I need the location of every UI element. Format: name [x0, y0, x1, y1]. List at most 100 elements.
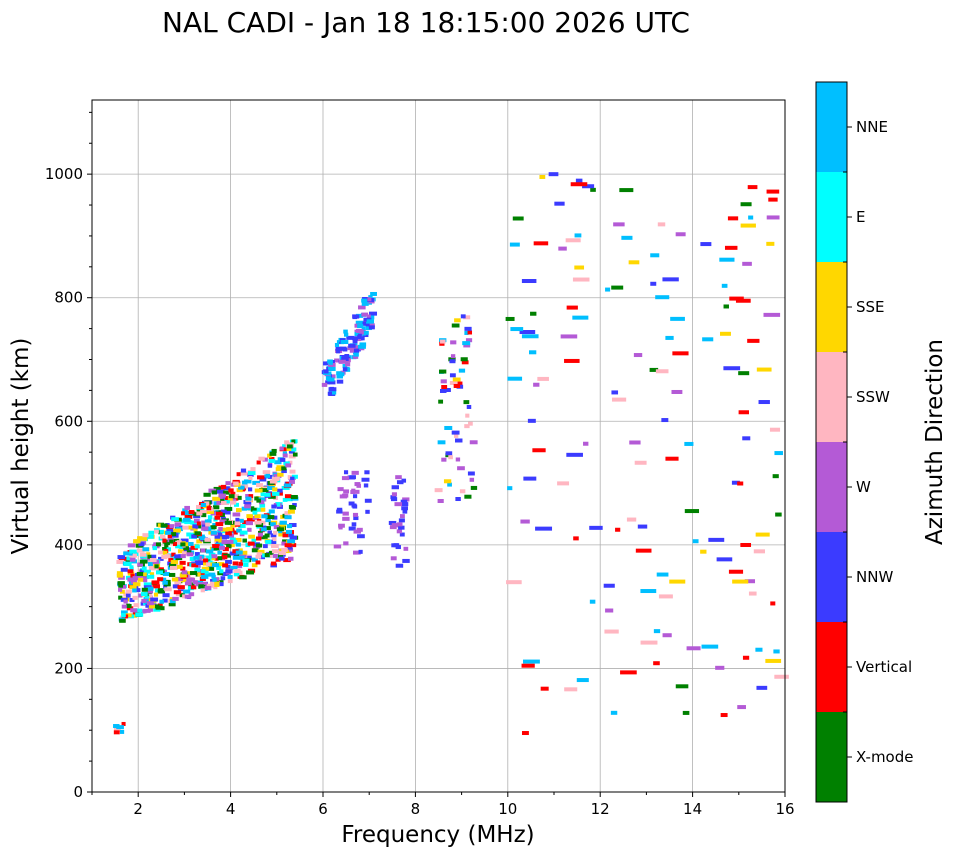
echo-point: [364, 470, 370, 475]
echo-point: [348, 526, 356, 531]
colorbar-segment: [816, 82, 847, 172]
echo-point: [334, 342, 340, 347]
echo-point: [192, 580, 198, 585]
echo-point: [260, 507, 266, 512]
echo-point: [206, 509, 214, 514]
echo-point: [151, 580, 160, 585]
echo-point: [264, 533, 270, 538]
echo-point: [200, 556, 208, 561]
echo-point: [349, 475, 356, 480]
echo-point: [336, 509, 343, 514]
echo-point: [186, 532, 191, 537]
echo-point: [775, 512, 782, 517]
echo-point: [211, 563, 220, 568]
echo-point: [271, 477, 279, 482]
echo-point: [583, 441, 589, 446]
echo-point: [254, 496, 259, 501]
echo-point: [247, 471, 256, 476]
echo-point: [200, 569, 206, 574]
echo-point: [439, 388, 447, 393]
echo-point: [770, 601, 776, 606]
echo-point: [554, 201, 565, 206]
echo-point: [257, 532, 264, 537]
echo-point: [292, 503, 297, 508]
echo-point: [268, 458, 276, 463]
echo-point: [766, 215, 780, 220]
echo-point: [333, 544, 342, 549]
echo-point: [218, 540, 224, 545]
echo-point: [348, 501, 355, 506]
echo-point: [744, 579, 756, 584]
colorbar-segment: [816, 622, 847, 712]
echo-point: [365, 326, 372, 331]
echo-point: [265, 518, 271, 523]
echo-point: [141, 598, 147, 603]
echo-point: [181, 511, 188, 516]
echo-point: [230, 539, 238, 544]
echo-point: [284, 511, 290, 516]
echo-point: [248, 541, 255, 546]
echo-point: [221, 540, 228, 545]
echo-point: [336, 349, 341, 354]
echo-point: [455, 381, 463, 386]
echo-point: [325, 380, 331, 385]
echo-point: [202, 558, 209, 563]
echo-point: [629, 440, 641, 445]
echo-point: [168, 602, 176, 607]
echo-point: [287, 460, 293, 465]
echo-point: [201, 520, 208, 525]
echo-point: [286, 442, 294, 447]
echo-point: [277, 491, 283, 496]
echo-point: [132, 588, 137, 593]
echo-point: [209, 581, 215, 586]
echo-point: [130, 608, 138, 613]
echo-point: [287, 556, 294, 561]
echo-point: [460, 314, 466, 319]
echo-point: [605, 287, 611, 292]
echo-point: [158, 550, 166, 555]
echo-point: [180, 542, 186, 547]
echo-point: [441, 457, 447, 462]
echo-point: [394, 502, 403, 507]
echo-point: [194, 552, 200, 557]
echo-point: [119, 618, 126, 623]
echo-point: [506, 580, 522, 585]
echo-point: [246, 517, 255, 522]
echo-point: [193, 529, 198, 534]
echo-point: [139, 569, 145, 574]
echo-point: [170, 599, 176, 604]
echo-point: [237, 548, 243, 553]
echo-point: [461, 360, 469, 365]
echo-point: [391, 485, 400, 490]
echo-point: [470, 485, 478, 490]
echo-point: [742, 655, 750, 660]
echo-point: [126, 603, 131, 608]
echo-point: [535, 526, 553, 531]
echo-point: [170, 560, 179, 565]
echo-point: [186, 541, 194, 546]
echo-point: [214, 534, 221, 539]
echo-point: [142, 547, 150, 552]
echo-point: [322, 361, 329, 366]
echo-point: [361, 326, 366, 331]
echo-point: [225, 559, 232, 564]
echo-point: [232, 549, 239, 554]
echo-point: [755, 532, 770, 537]
echo-point: [174, 554, 181, 559]
echo-point: [127, 543, 136, 548]
echo-point: [184, 505, 190, 510]
echo-point: [177, 564, 183, 569]
echo-point: [738, 371, 750, 376]
echo-point: [287, 444, 293, 449]
echo-point: [218, 542, 224, 547]
echo-point: [134, 588, 141, 593]
echo-point: [390, 556, 397, 561]
echo-point: [213, 501, 218, 506]
echo-point: [162, 572, 170, 577]
echo-point: [671, 389, 683, 394]
echo-point: [135, 612, 144, 617]
echo-point: [548, 172, 559, 177]
echo-point: [267, 463, 273, 468]
echo-point: [354, 348, 360, 353]
echo-point: [141, 587, 148, 592]
